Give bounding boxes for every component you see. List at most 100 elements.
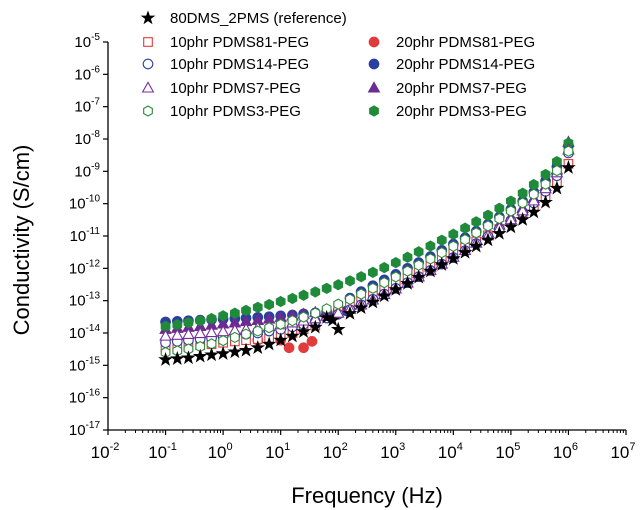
y-tick-exponent: -9 (91, 161, 100, 172)
x-tick-label: 106 (553, 441, 578, 462)
data-point (342, 305, 358, 320)
x-tick-base: 10 (91, 443, 110, 462)
data-point (298, 311, 309, 323)
y-tick-base: 10 (69, 260, 86, 277)
y-tick-label: 10-11 (70, 226, 101, 245)
data-point (526, 204, 542, 219)
x-tick-exponent: 6 (572, 441, 578, 453)
legend-label: 10phr PDMS3-PEG (170, 103, 301, 120)
data-point (345, 293, 355, 305)
data-point (425, 253, 436, 265)
data-point (528, 178, 539, 191)
data-point (413, 259, 424, 271)
data-point (158, 351, 173, 366)
data-point (283, 342, 295, 354)
data-point (181, 350, 196, 365)
data-point (494, 202, 505, 214)
data-point (356, 271, 367, 283)
data-point (402, 265, 413, 277)
x-tick-exponent: 2 (342, 441, 348, 453)
y-tick-label: 10-8 (74, 129, 100, 148)
data-point (400, 275, 415, 290)
x-tick-exponent: -1 (167, 441, 177, 453)
data-point (506, 195, 516, 207)
data-point (250, 340, 266, 354)
data-point (205, 325, 218, 338)
data-point (540, 168, 551, 181)
y-tick-base: 10 (70, 228, 87, 245)
y-tick-label: 10-14 (69, 323, 101, 342)
x-tick-exponent: 3 (399, 441, 405, 453)
data-point (379, 277, 390, 289)
data-point (460, 222, 470, 234)
y-tick-exponent: -12 (86, 258, 101, 269)
x-tick-label: 102 (323, 441, 348, 462)
y-tick-base: 10 (74, 66, 91, 83)
data-point (182, 327, 195, 340)
data-point (229, 307, 240, 319)
y-tick-base: 10 (74, 131, 91, 148)
data-point (298, 342, 309, 354)
data-point (252, 325, 263, 337)
data-point (436, 247, 447, 259)
data-point (252, 301, 263, 314)
series-0 (158, 159, 576, 366)
x-tick-exponent: 1 (284, 441, 290, 453)
data-point (517, 187, 528, 199)
data-point (446, 250, 461, 265)
y-tick-exponent: -13 (86, 291, 101, 302)
x-tick-exponent: 0 (227, 441, 233, 453)
legend-marker (141, 81, 155, 93)
data-point (275, 318, 286, 330)
y-tick-base: 10 (69, 357, 86, 374)
legend-marker (143, 105, 153, 117)
data-point (515, 211, 530, 226)
x-tick-label: 10-2 (91, 441, 120, 462)
y-tick-label: 10-10 (69, 194, 101, 213)
x-tick-label: 103 (380, 441, 405, 462)
x-axis-ticks: 10-2 10-1 100 101 102 103 104 105 106 107 (91, 430, 636, 462)
y-tick-label: 10-9 (74, 161, 100, 180)
data-point (436, 234, 447, 246)
y-tick-label: 10-15 (69, 355, 101, 374)
x-tick-label: 107 (610, 441, 635, 462)
data-point (390, 271, 401, 283)
legend-marker (142, 58, 154, 70)
x-tick-base: 10 (208, 443, 227, 462)
data-point (471, 227, 482, 239)
data-point (468, 238, 484, 253)
y-tick-exponent: -11 (86, 226, 100, 237)
y-tick-base: 10 (69, 422, 86, 439)
data-point (264, 298, 275, 311)
legend-label: 10phr PDMS81-PEG (170, 34, 309, 51)
data-point (471, 216, 482, 228)
legend-marker (369, 105, 379, 117)
x-tick-label: 10-1 (148, 441, 177, 462)
x-tick-exponent: 7 (629, 441, 635, 453)
data-point (333, 279, 344, 291)
x-tick-base: 10 (553, 443, 572, 462)
data-point (306, 336, 318, 347)
data-point (215, 345, 231, 360)
data-point (365, 294, 381, 309)
legend-marker (368, 36, 380, 48)
data-point (298, 289, 309, 301)
y-axis-ticks: 10-1710-1610-1510-1410-1310-1210-1110-10… (69, 32, 108, 439)
legend-label: 20phr PDMS81-PEG (396, 34, 535, 51)
series-4 (160, 145, 574, 359)
y-tick-exponent: -6 (91, 64, 100, 75)
data-point (448, 240, 459, 252)
y-tick-base: 10 (69, 325, 86, 342)
y-tick-base: 10 (69, 390, 86, 407)
data-marks (158, 135, 576, 366)
data-point (170, 328, 184, 340)
data-point (460, 234, 470, 246)
data-point (563, 145, 574, 157)
data-point (264, 322, 275, 334)
y-tick-base: 10 (69, 293, 86, 310)
x-tick-exponent: -2 (110, 441, 120, 453)
y-tick-label: 10-16 (69, 388, 101, 407)
y-tick-exponent: -15 (86, 355, 101, 366)
data-point (275, 295, 286, 308)
